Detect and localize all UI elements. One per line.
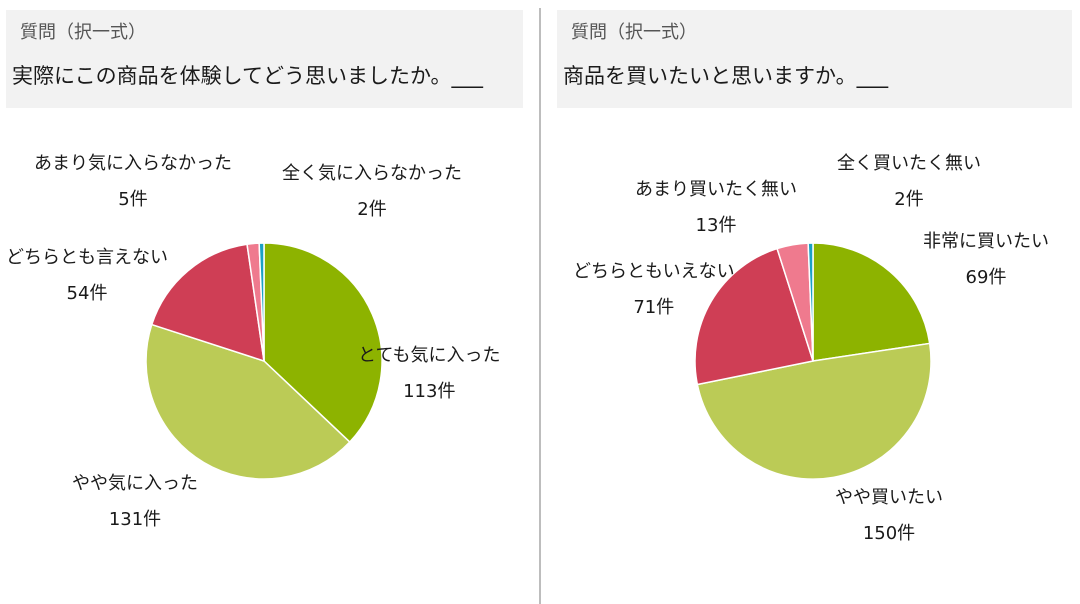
pie-label: あまり気に入らなかった 5件 [34,153,232,210]
pie-label: やや買いたい 150件 [835,487,943,544]
pie-label: どちらともいえない 71件 [573,261,735,318]
question-box: 質問（択一式） 商品を買いたいと思いますか。___ [557,10,1072,108]
pie-chart [694,242,932,480]
pie-label: どちらとも言えない 54件 [6,247,168,304]
pie-slice [145,323,351,480]
question-type-label: 質問（択一式） [20,22,146,43]
pie-label: 非常に買いたい 69件 [923,231,1049,288]
pie-slice [696,342,932,480]
pie-slice [150,243,265,363]
question-text: 実際にこの商品を体験してどう思いましたか。___ [12,64,484,88]
chart-panel-right: 質問（択一式） 商品を買いたいと思いますか。___ 非常に買いたい 69件 やや… [545,0,1080,604]
pie-slice [807,242,814,362]
pie-slice [258,242,265,362]
chart-panel-left: 質問（択一式） 実際にこの商品を体験してどう思いましたか。___ とても気に入っ… [0,0,535,604]
pie-slice [812,242,931,362]
pie-label: あまり買いたく無い 13件 [635,179,797,236]
pie-label: 全く買いたく無い 2件 [837,153,981,210]
pie-slice [694,247,814,386]
pie-label: やや気に入った 131件 [72,473,198,530]
pie-slice [263,242,383,444]
pie-chart [145,242,383,480]
question-text: 商品を買いたいと思いますか。___ [563,64,889,88]
question-type-label: 質問（択一式） [571,22,697,43]
panel-divider [539,8,541,604]
pie-label: とても気に入った 113件 [358,345,501,402]
pie-label: 全く気に入らなかった 2件 [282,163,462,220]
question-box: 質問（択一式） 実際にこの商品を体験してどう思いましたか。___ [6,10,523,108]
